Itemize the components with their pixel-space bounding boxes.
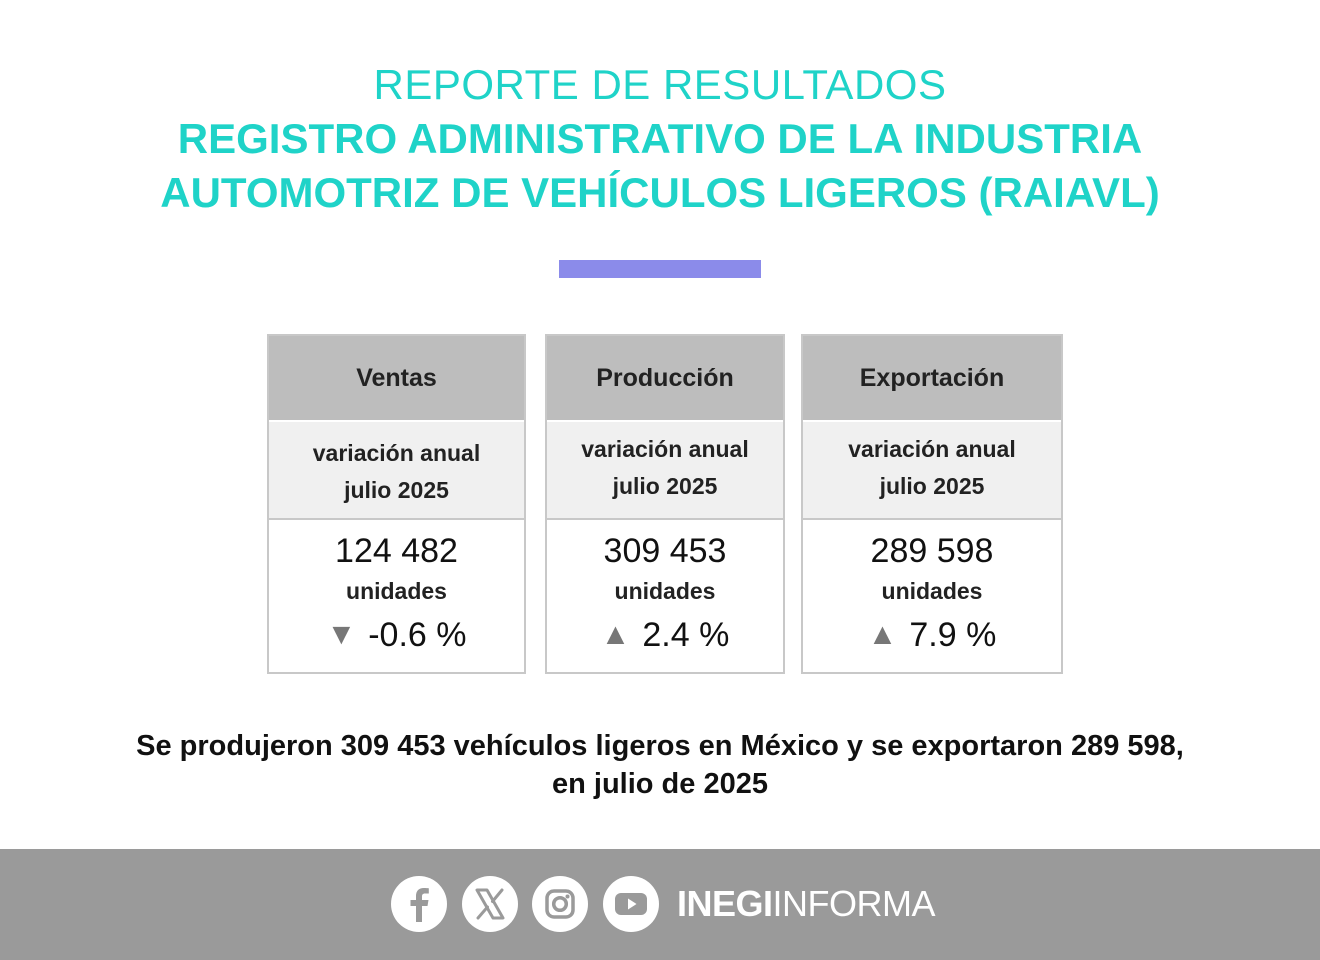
sales-card: Ventas variación anual julio 2025 124 48… — [267, 334, 526, 674]
card-body: 309 453 unidades ▲ 2.4 % — [547, 520, 783, 660]
card-sub-label: variación anual — [848, 436, 1016, 462]
report-title: REPORTE DE RESULTADOS REGISTRO ADMINISTR… — [0, 58, 1320, 220]
report-title-line-2: AUTOMOTRIZ DE VEHÍCULOS LIGEROS (RAIAVL) — [160, 169, 1160, 216]
card-subheader: variación anual julio 2025 — [547, 422, 783, 520]
card-value: 289 598 — [870, 532, 994, 570]
footer-bar: INEGIINFORMA — [0, 849, 1320, 960]
card-value: 124 482 — [335, 532, 458, 570]
down-arrow-icon: ▼ — [326, 618, 357, 651]
card-subheader: variación anual julio 2025 — [803, 422, 1061, 520]
card-change-value: 2.4 % — [642, 616, 730, 654]
card-header: Producción — [547, 336, 783, 422]
card-header: Ventas — [269, 336, 524, 422]
report-title-line-1: REGISTRO ADMINISTRATIVO DE LA INDUSTRIA — [177, 115, 1143, 162]
up-arrow-icon: ▲ — [600, 618, 631, 651]
card-change: ▲ 2.4 % — [601, 610, 730, 660]
up-arrow-icon: ▲ — [867, 618, 898, 651]
brand-light-text: INFORMA — [772, 883, 936, 924]
summary-line-2: en julio de 2025 — [552, 768, 768, 800]
inegi-informa-logo: INEGIINFORMA — [677, 883, 936, 925]
brand-bold-text: INEGI — [677, 883, 773, 924]
report-heading: REPORTE DE RESULTADOS — [373, 61, 947, 108]
card-value: 309 453 — [603, 532, 727, 570]
summary-text: Se produjeron 309 453 vehículos ligeros … — [0, 727, 1320, 803]
card-subheader: variación anual julio 2025 — [269, 422, 524, 520]
facebook-icon[interactable] — [391, 876, 447, 932]
card-sub-period: julio 2025 — [344, 477, 449, 503]
card-change-value: -0.6 % — [368, 616, 467, 654]
card-units: unidades — [346, 578, 447, 604]
export-card: Exportación variación anual julio 2025 2… — [801, 334, 1063, 674]
card-sub-label: variación anual — [581, 436, 749, 462]
instagram-icon[interactable] — [532, 876, 588, 932]
card-sub-period: julio 2025 — [879, 473, 985, 499]
card-units: unidades — [614, 578, 716, 604]
card-header: Exportación — [803, 336, 1061, 422]
card-sub-period: julio 2025 — [612, 473, 718, 499]
card-change-value: 7.9 % — [909, 616, 997, 654]
card-change: ▼ -0.6 % — [327, 610, 467, 660]
card-units: unidades — [881, 578, 983, 604]
production-card: Producción variación anual julio 2025 30… — [545, 334, 785, 674]
x-icon[interactable] — [462, 876, 518, 932]
title-divider — [559, 260, 761, 278]
card-body: 124 482 unidades ▼ -0.6 % — [269, 520, 524, 660]
youtube-icon[interactable] — [603, 876, 659, 932]
card-body: 289 598 unidades ▲ 7.9 % — [803, 520, 1061, 660]
card-change: ▲ 7.9 % — [868, 610, 997, 660]
summary-line-1: Se produjeron 309 453 vehículos ligeros … — [136, 730, 1184, 762]
card-sub-label: variación anual — [312, 440, 481, 466]
